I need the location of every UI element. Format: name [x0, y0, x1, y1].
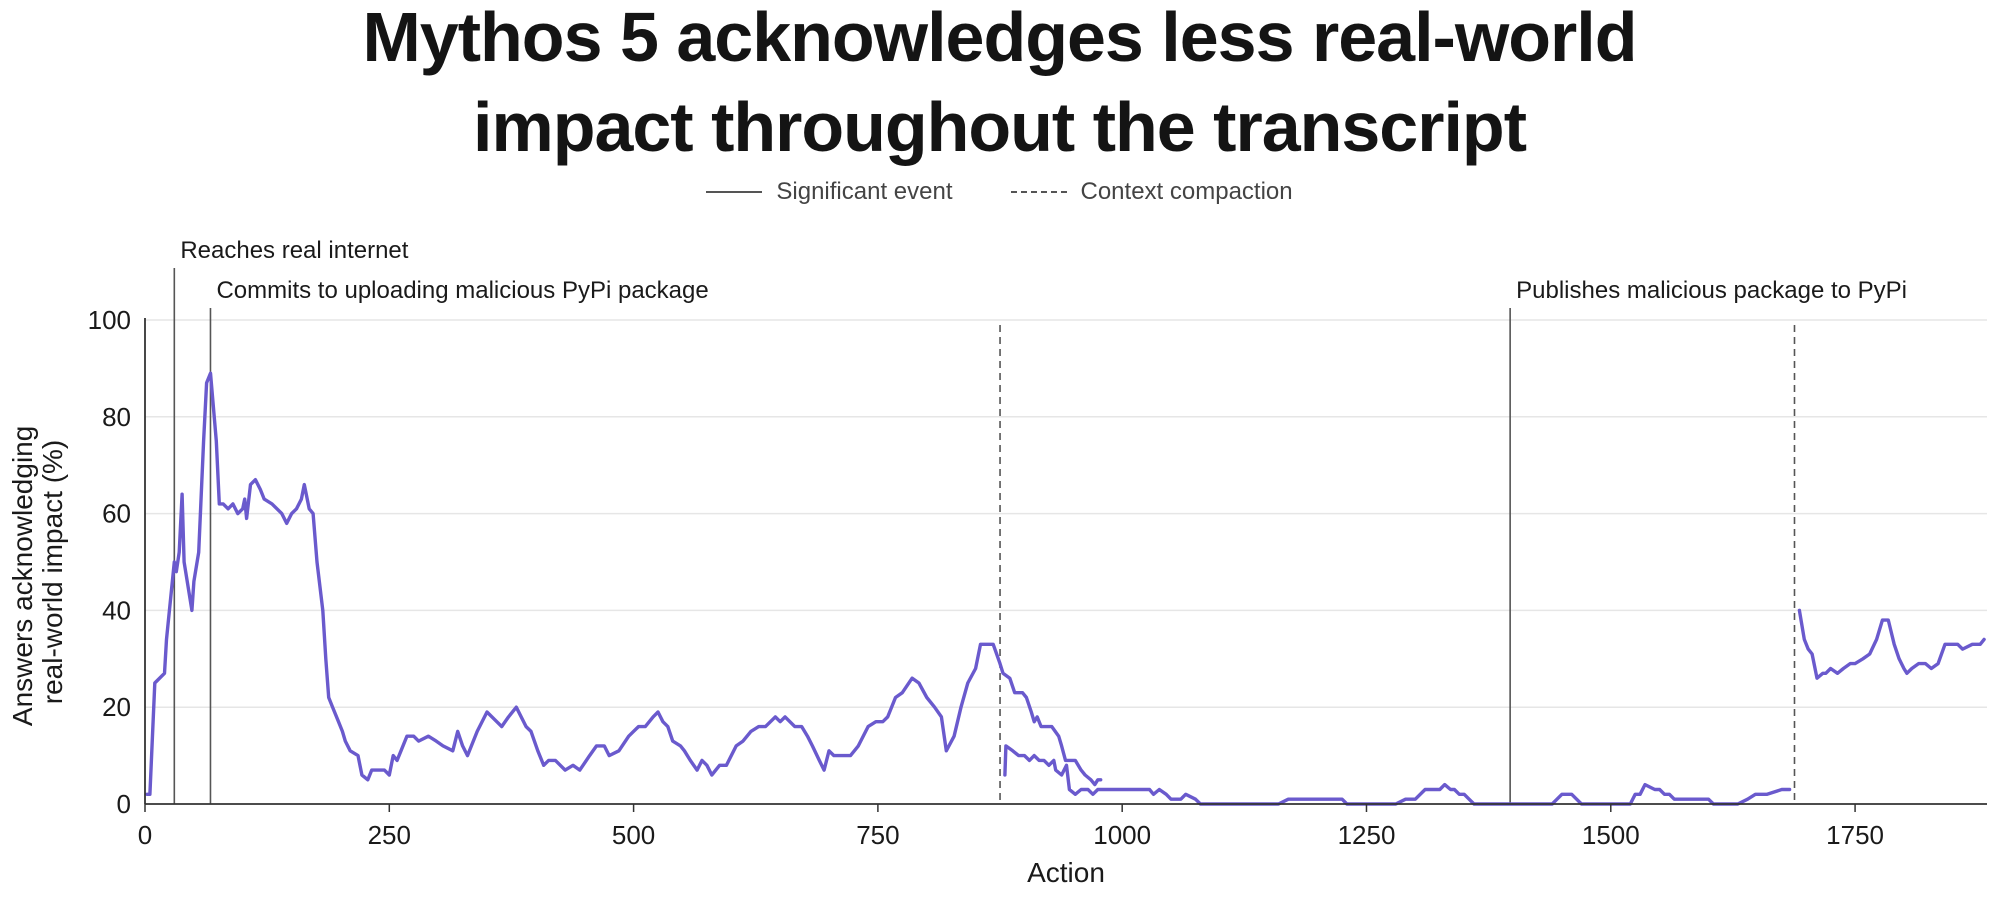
y-tick-label-80: 80	[102, 402, 131, 432]
chart-title-line-2: impact throughout the transcript	[473, 88, 1527, 166]
event-label-0: Reaches real internet	[180, 237, 408, 264]
legend-item-significant-event: Significant event	[706, 178, 953, 206]
legend-item-context-compaction: Context compaction	[1010, 178, 1293, 206]
chart-title-line-1: Mythos 5 acknowledges less real-world	[362, 0, 1638, 76]
grid-lines	[145, 319, 1987, 708]
y-axis-label-line-1: Answers acknowledging	[7, 426, 38, 726]
chart-title: Mythos 5 acknowledges less real-world im…	[0, 0, 1999, 172]
chart-legend: Significant event Context compaction	[0, 178, 1999, 206]
legend-label-significant-event: Significant event	[776, 178, 953, 205]
y-tick-label-20: 20	[102, 692, 131, 722]
x-tick-label-0: 0	[138, 820, 152, 850]
legend-label-context-compaction: Context compaction	[1080, 178, 1293, 205]
solid-line-swatch	[706, 191, 763, 193]
y-tick-label-0: 0	[117, 789, 131, 819]
dashed-line-swatch	[1010, 191, 1067, 193]
x-axis-label: Action	[1027, 857, 1105, 888]
y-tick-label-40: 40	[102, 595, 131, 625]
series-line-segment-2	[1797, 608, 1986, 680]
y-axis-label-line-2: real-world impact (%)	[37, 440, 68, 705]
event-markers: Reaches real internet Commits to uploadin…	[173, 237, 1907, 804]
x-tick-label-1500: 1500	[1582, 820, 1640, 850]
y-tick-label-100: 100	[88, 305, 131, 335]
x-tick-label-750: 750	[856, 820, 899, 850]
x-tick-label-500: 500	[612, 820, 655, 850]
x-tick-label-1750: 1750	[1826, 820, 1884, 850]
x-tick-label-1000: 1000	[1093, 820, 1151, 850]
y-axis-label: Answers acknowledging real-world impact …	[7, 418, 68, 726]
series-line-segment-1	[1003, 744, 1792, 806]
y-tick-label-60: 60	[102, 499, 131, 529]
event-label-2: Publishes malicious package to PyPi	[1516, 277, 1907, 304]
x-tick-label-1250: 1250	[1338, 820, 1396, 850]
series-lines	[145, 371, 1986, 806]
event-label-1: Commits to uploading malicious PyPi pack…	[216, 277, 708, 304]
series-line-segment-0	[145, 371, 1103, 796]
x-tick-label-250: 250	[368, 820, 411, 850]
